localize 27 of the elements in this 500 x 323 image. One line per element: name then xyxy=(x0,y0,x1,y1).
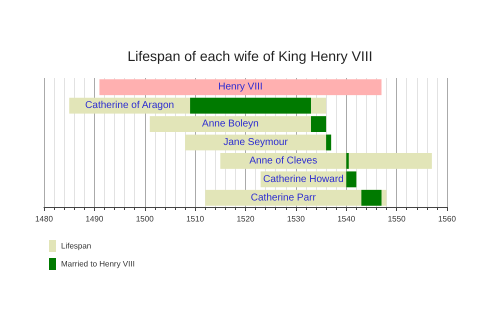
y-tick-label: Henry VIII xyxy=(218,82,263,93)
y-tick-label: Anne of Cleves xyxy=(249,155,318,166)
x-tick-label: 1510 xyxy=(186,214,205,224)
y-tick-label: Catherine Howard xyxy=(263,174,344,185)
y-tick-label: Catherine of Aragon xyxy=(85,100,174,112)
bar xyxy=(310,116,326,132)
bar xyxy=(361,190,382,206)
bar xyxy=(99,79,382,96)
x-tick-label: 1500 xyxy=(136,214,154,224)
legend-label: Married to Henry VIII xyxy=(61,260,135,268)
chart-title: Lifespan of each wife of King Henry VIII xyxy=(127,48,373,64)
bar xyxy=(346,171,356,188)
y-tick-label: Catherine Parr xyxy=(250,192,316,204)
x-tick-label: 1490 xyxy=(85,214,104,224)
x-tick-label: 1530 xyxy=(286,214,306,224)
legend-label: Lifespan xyxy=(61,242,92,250)
bar xyxy=(346,153,349,169)
bar xyxy=(326,134,332,150)
x-tick-label: 1560 xyxy=(438,214,456,224)
y-tick-label: Anne Boleyn xyxy=(202,118,259,130)
x-tick-label: 1550 xyxy=(388,214,406,224)
bar xyxy=(220,153,432,169)
x-tick-label: 1540 xyxy=(337,214,356,224)
x-tick-label: 1520 xyxy=(236,214,255,224)
y-tick-label: Jane Seymour xyxy=(223,137,288,148)
bar xyxy=(190,98,311,114)
x-tick-label: 1480 xyxy=(35,214,54,224)
